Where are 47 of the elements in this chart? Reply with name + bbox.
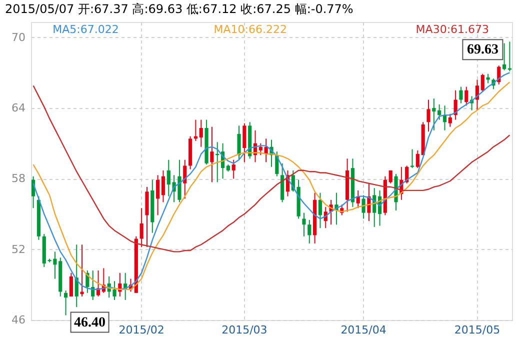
text: MA5:67.022 [52,23,119,36]
y-tick-label: 58 [12,172,26,186]
x-tick-label: 2015/03 [222,324,268,336]
candlestick [318,192,322,229]
text: MA30:61.673 [416,23,490,36]
candlestick [199,119,203,148]
candlestick [480,73,484,92]
chart-title: 2015/05/07 开:67.37 高:69.63 低:67.12 收:67.25 幅:-0.77% [5,2,354,16]
line-series [32,85,510,252]
y-tick-label: 46 [12,314,26,326]
x-tick-label: 2015/05 [454,324,500,336]
candlestick [432,98,436,131]
candlestick [388,170,392,184]
candlestick [362,194,366,220]
candlestick [64,290,68,316]
candlestick [161,170,166,203]
candlestick [258,142,262,156]
candlestick [80,244,84,297]
candlestick [183,159,187,200]
candlestick [448,113,452,128]
candlestick [210,126,214,183]
candlestick [416,150,420,169]
candlestick [232,159,236,180]
candlestick [166,159,170,197]
candlestick [242,122,246,163]
y-tick-label: 52 [12,242,26,256]
text: MA10:66.222 [214,23,287,36]
candlestick [156,174,160,216]
candlestick [302,212,306,237]
y-tick-label: 70 [12,30,26,44]
candlestick [502,42,506,71]
candlestick [438,104,442,120]
candlestick [69,272,73,297]
candlestick [237,125,241,160]
x-tick-label: 2015/02 [118,324,164,336]
annotation: 69.63 [466,42,498,58]
candlestick [459,86,463,104]
y-tick-label: 64 [12,101,26,114]
candlestick [486,73,490,84]
annotation: 46.40 [74,315,106,330]
candlestick [145,186,149,248]
candlestick [140,208,144,248]
x-tick-label: 2015/04 [340,324,386,336]
candlestick [308,219,312,244]
candlestick [410,148,414,169]
candlestick [464,86,468,106]
candlestick [426,99,430,132]
